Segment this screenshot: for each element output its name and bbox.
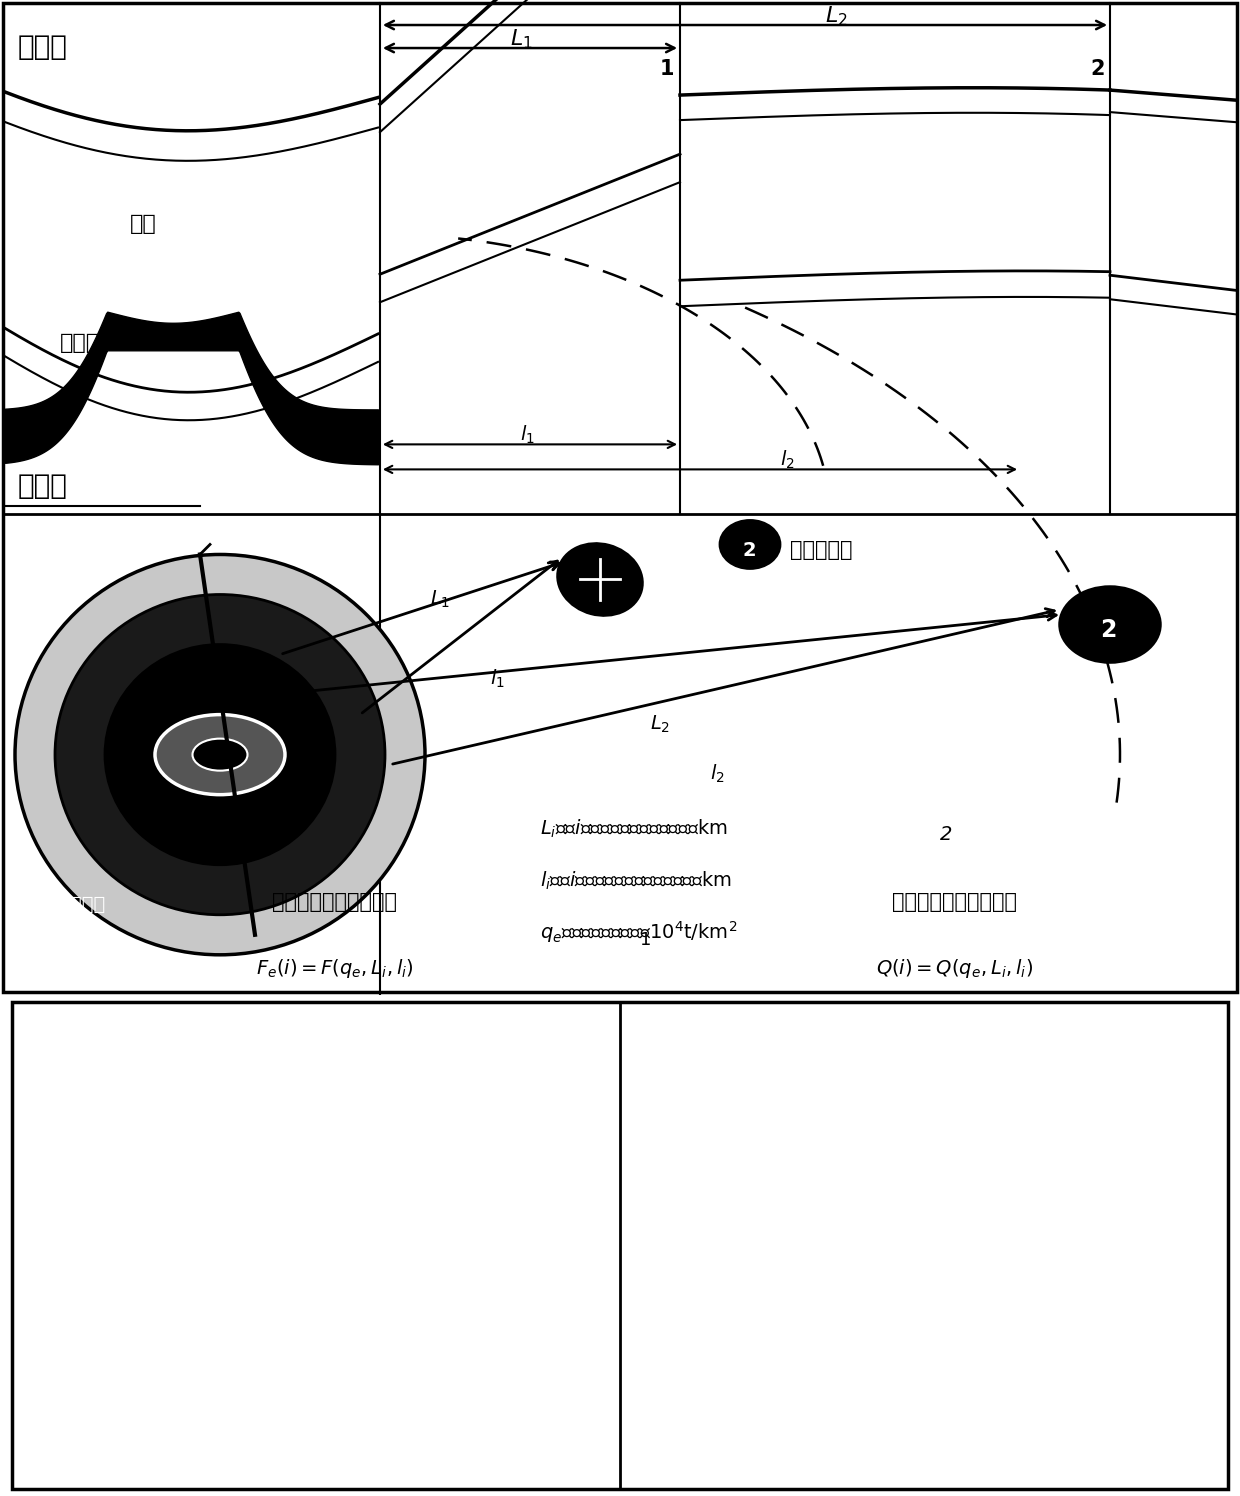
- Text: 2: 2: [1100, 618, 1116, 642]
- Ellipse shape: [192, 739, 248, 770]
- Text: 1: 1: [660, 58, 675, 79]
- Ellipse shape: [15, 555, 425, 954]
- Text: 源灰灶: 源灰灶: [69, 895, 105, 914]
- Text: $l_2$: $l_2$: [711, 763, 724, 785]
- Text: $L_i$为第$i$个圈闭到排烃中心的距离，km: $L_i$为第$i$个圈闭到排烃中心的距离，km: [539, 818, 728, 841]
- Text: $l_1$: $l_1$: [520, 423, 534, 446]
- Ellipse shape: [558, 545, 642, 615]
- Text: $L_2$: $L_2$: [825, 4, 848, 27]
- Text: $Q(i)=Q(q_e, L_i, l_i)$: $Q(i)=Q(q_e, L_i, l_i)$: [877, 957, 1033, 980]
- Text: $l_2$: $l_2$: [780, 449, 795, 471]
- Text: $L_2$: $L_2$: [650, 714, 670, 735]
- Text: 2: 2: [940, 824, 952, 844]
- Text: 平面图: 平面图: [19, 473, 68, 501]
- Text: $q_e$为烃源灶排烃强度，10$^4$t/km$^2$: $q_e$为烃源灶排烃强度，10$^4$t/km$^2$: [539, 919, 738, 945]
- Ellipse shape: [155, 715, 285, 794]
- Text: $l_1$: $l_1$: [490, 667, 505, 690]
- Ellipse shape: [105, 645, 335, 865]
- Text: 2: 2: [1090, 58, 1105, 79]
- Text: $L_1$: $L_1$: [510, 27, 533, 51]
- Ellipse shape: [55, 594, 384, 914]
- Text: 圈闭及代号: 圈闭及代号: [790, 540, 853, 561]
- Text: 油气成藏概率数学模型: 油气成藏概率数学模型: [273, 892, 397, 913]
- Text: 盖层: 盖层: [130, 214, 156, 235]
- Y-axis label: 概率: 概率: [57, 1221, 83, 1240]
- Text: $F_e(i)=F(q_e, L_i, l_i)$: $F_e(i)=F(q_e, L_i, l_i)$: [255, 957, 414, 980]
- Ellipse shape: [720, 521, 780, 568]
- Text: 储量分布概率数学模型: 储量分布概率数学模型: [893, 892, 1017, 913]
- X-axis label: 范围: 范围: [942, 1448, 967, 1468]
- Text: 1: 1: [640, 931, 651, 948]
- Text: 储集层: 储集层: [60, 334, 100, 353]
- Text: 剔面图: 剔面图: [19, 33, 68, 61]
- Ellipse shape: [1060, 586, 1159, 663]
- Text: $L_1$: $L_1$: [430, 588, 450, 610]
- X-axis label: 序号: 序号: [322, 1448, 347, 1468]
- Text: 2: 2: [742, 542, 755, 561]
- Y-axis label: 堆量: 堆量: [677, 1221, 703, 1240]
- Text: $l_i$为第$i$个圈闭到排烃灶边界的距离，km: $l_i$为第$i$个圈闭到排烃灶边界的距离，km: [539, 869, 732, 892]
